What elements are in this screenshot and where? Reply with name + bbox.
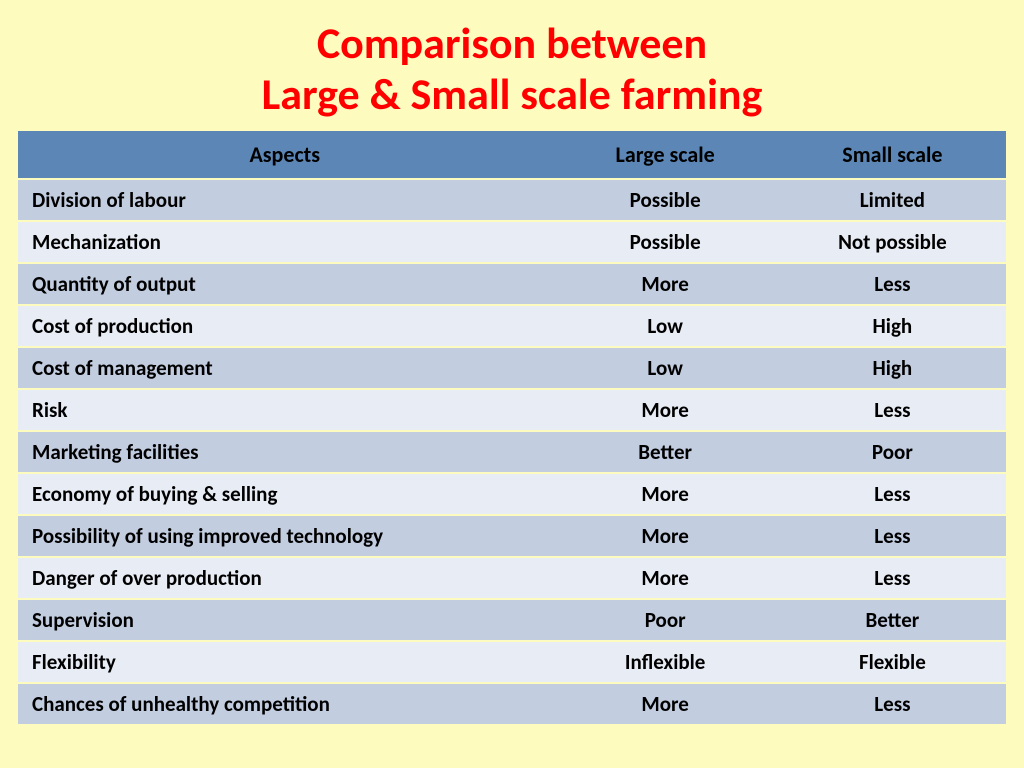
table-row: Cost of productionLowHigh: [18, 306, 1006, 346]
large-scale-cell: More: [552, 474, 779, 514]
slide-title: Comparison between Large & Small scale f…: [18, 18, 1006, 119]
small-scale-cell: Less: [779, 684, 1006, 724]
aspect-cell: Marketing facilities: [18, 432, 552, 472]
table-row: Possibility of using improved technology…: [18, 516, 1006, 556]
small-scale-cell: Less: [779, 516, 1006, 556]
table-row: Marketing facilitiesBetterPoor: [18, 432, 1006, 472]
table-row: Quantity of outputMoreLess: [18, 264, 1006, 304]
table-header-row: Aspects Large scale Small scale: [18, 131, 1006, 178]
small-scale-cell: Poor: [779, 432, 1006, 472]
large-scale-cell: More: [552, 264, 779, 304]
aspect-cell: Supervision: [18, 600, 552, 640]
col-header-large: Large scale: [552, 131, 779, 178]
small-scale-cell: Limited: [779, 180, 1006, 220]
table-row: Danger of over productionMoreLess: [18, 558, 1006, 598]
aspect-cell: Cost of production: [18, 306, 552, 346]
aspect-cell: Chances of unhealthy competition: [18, 684, 552, 724]
title-line-2: Large & Small scale farming: [262, 67, 763, 121]
table-row: MechanizationPossibleNot possible: [18, 222, 1006, 262]
col-header-aspects: Aspects: [18, 131, 552, 178]
large-scale-cell: Poor: [552, 600, 779, 640]
large-scale-cell: Better: [552, 432, 779, 472]
large-scale-cell: Inflexible: [552, 642, 779, 682]
aspect-cell: Mechanization: [18, 222, 552, 262]
comparison-table: Aspects Large scale Small scale Division…: [18, 129, 1006, 726]
aspect-cell: Economy of buying & selling: [18, 474, 552, 514]
table-row: RiskMoreLess: [18, 390, 1006, 430]
table-row: Cost of managementLowHigh: [18, 348, 1006, 388]
table-body: Division of labourPossibleLimitedMechani…: [18, 180, 1006, 724]
col-header-small: Small scale: [779, 131, 1006, 178]
table-row: FlexibilityInflexibleFlexible: [18, 642, 1006, 682]
small-scale-cell: Less: [779, 390, 1006, 430]
large-scale-cell: More: [552, 516, 779, 556]
aspect-cell: Risk: [18, 390, 552, 430]
aspect-cell: Danger of over production: [18, 558, 552, 598]
table-row: Economy of buying & sellingMoreLess: [18, 474, 1006, 514]
small-scale-cell: Flexible: [779, 642, 1006, 682]
small-scale-cell: Less: [779, 264, 1006, 304]
small-scale-cell: Better: [779, 600, 1006, 640]
aspect-cell: Division of labour: [18, 180, 552, 220]
table-row: Chances of unhealthy competitionMoreLess: [18, 684, 1006, 724]
title-line-1: Comparison between: [317, 16, 707, 70]
small-scale-cell: Less: [779, 474, 1006, 514]
large-scale-cell: More: [552, 684, 779, 724]
large-scale-cell: Low: [552, 306, 779, 346]
large-scale-cell: Possible: [552, 180, 779, 220]
aspect-cell: Flexibility: [18, 642, 552, 682]
aspect-cell: Quantity of output: [18, 264, 552, 304]
small-scale-cell: High: [779, 348, 1006, 388]
small-scale-cell: Not possible: [779, 222, 1006, 262]
table-row: Division of labourPossibleLimited: [18, 180, 1006, 220]
aspect-cell: Cost of management: [18, 348, 552, 388]
large-scale-cell: More: [552, 390, 779, 430]
small-scale-cell: High: [779, 306, 1006, 346]
large-scale-cell: Possible: [552, 222, 779, 262]
small-scale-cell: Less: [779, 558, 1006, 598]
large-scale-cell: Low: [552, 348, 779, 388]
large-scale-cell: More: [552, 558, 779, 598]
table-row: SupervisionPoorBetter: [18, 600, 1006, 640]
aspect-cell: Possibility of using improved technology: [18, 516, 552, 556]
slide: Comparison between Large & Small scale f…: [0, 0, 1024, 768]
